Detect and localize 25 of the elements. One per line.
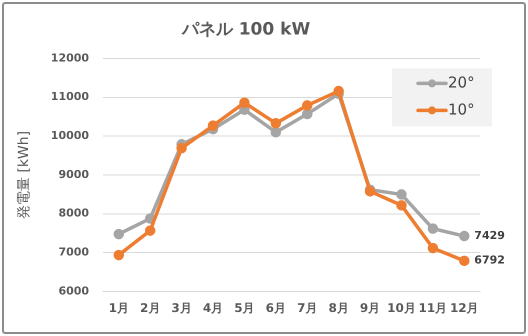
x-tick-label: 5月 [234,300,255,315]
y-tick-label: 12000 [50,51,90,64]
y-tick-label: 10000 [50,128,90,142]
legend-label: 20° [448,73,475,92]
x-tick-label: 4月 [202,300,224,315]
x-tick-label: 8月 [328,300,349,315]
y-tick-label: 11000 [50,90,90,104]
x-tick-label: 1月 [108,300,129,315]
y-axis-title: 発電量 [kWh] [16,130,32,220]
data-label: 6792 [474,254,505,267]
x-tick-label: 10月 [387,300,416,315]
x-tick-label: 9月 [360,300,380,315]
chart-title: パネル 100 kW [180,20,310,40]
x-tick-label: 6月 [266,300,286,315]
y-tick-label: 7000 [58,246,90,259]
x-tick-label: 11月 [418,300,448,315]
x-tick-label: 12月 [450,300,479,315]
y-tick-label: 6000 [58,284,90,298]
data-label: 7429 [474,228,505,242]
x-tick-label: 2月 [140,300,160,315]
legend-label: 10° [448,100,475,118]
y-tick-label: 8000 [58,206,90,220]
y-tick-label: 9000 [58,168,90,181]
x-tick-label: 7月 [297,300,318,315]
x-tick-label: 3月 [171,300,192,315]
